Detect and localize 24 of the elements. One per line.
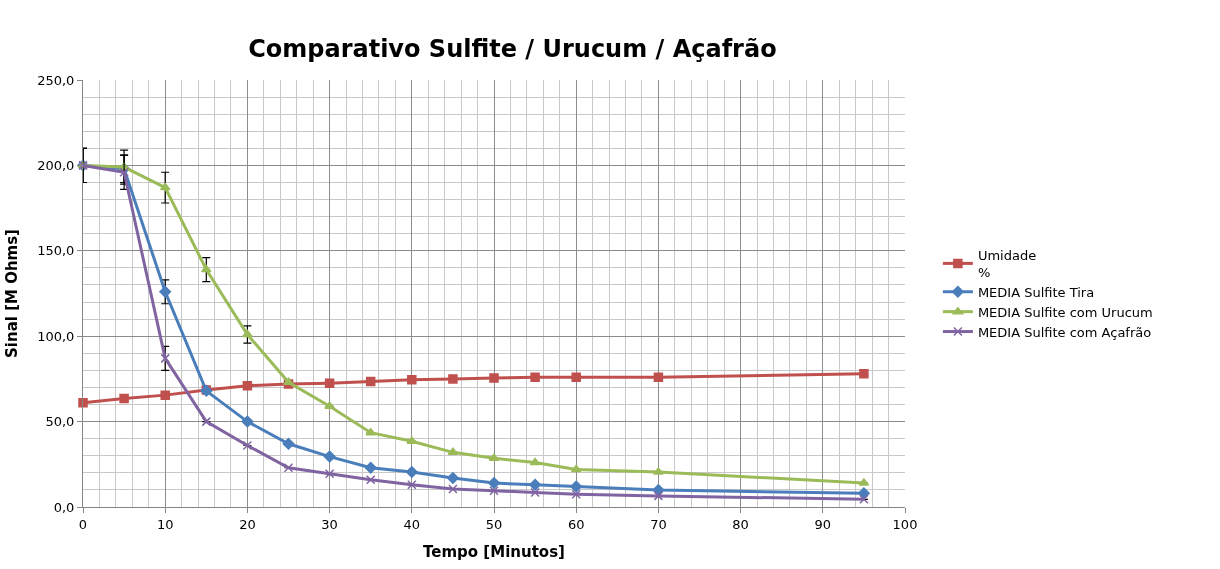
x-tick-label: 20 bbox=[239, 516, 256, 532]
x-tick-label: 40 bbox=[403, 516, 421, 532]
legend-label: MEDIA Sulfite Tira bbox=[977, 284, 1095, 300]
chart-title: Comparativo Sulfite / Urucum / Açafrão bbox=[248, 34, 777, 63]
x-tick-label: 90 bbox=[814, 516, 832, 532]
x-tick-label: 80 bbox=[732, 516, 749, 532]
y-tick-label: 250,0 bbox=[37, 72, 75, 88]
x-tick-label: 100 bbox=[892, 516, 918, 532]
legend-label: MEDIA Sulfite com Urucum bbox=[977, 304, 1153, 320]
x-tick-label: 50 bbox=[485, 516, 503, 532]
legend-label: MEDIA Sulfite com Açafrão bbox=[977, 324, 1152, 340]
y-tick-label: 150,0 bbox=[37, 243, 75, 259]
legend-label: Umidade % bbox=[977, 248, 1037, 280]
y-tick-label: 200,0 bbox=[37, 157, 75, 173]
y-tick-label: 100,0 bbox=[37, 328, 75, 344]
x-tick-label: 60 bbox=[567, 516, 585, 532]
x-tick-label: 70 bbox=[650, 516, 667, 532]
x-axis-title: Tempo [Minutos] bbox=[423, 542, 565, 561]
y-tick-label: 50,0 bbox=[45, 414, 75, 430]
y-axis-title: Sinal [M Ohms] bbox=[3, 229, 22, 358]
x-tick-label: 10 bbox=[156, 516, 174, 532]
x-tick-label: 0 bbox=[78, 516, 88, 532]
x-tick-label: 30 bbox=[321, 516, 338, 532]
y-tick-label: 0,0 bbox=[53, 499, 75, 515]
